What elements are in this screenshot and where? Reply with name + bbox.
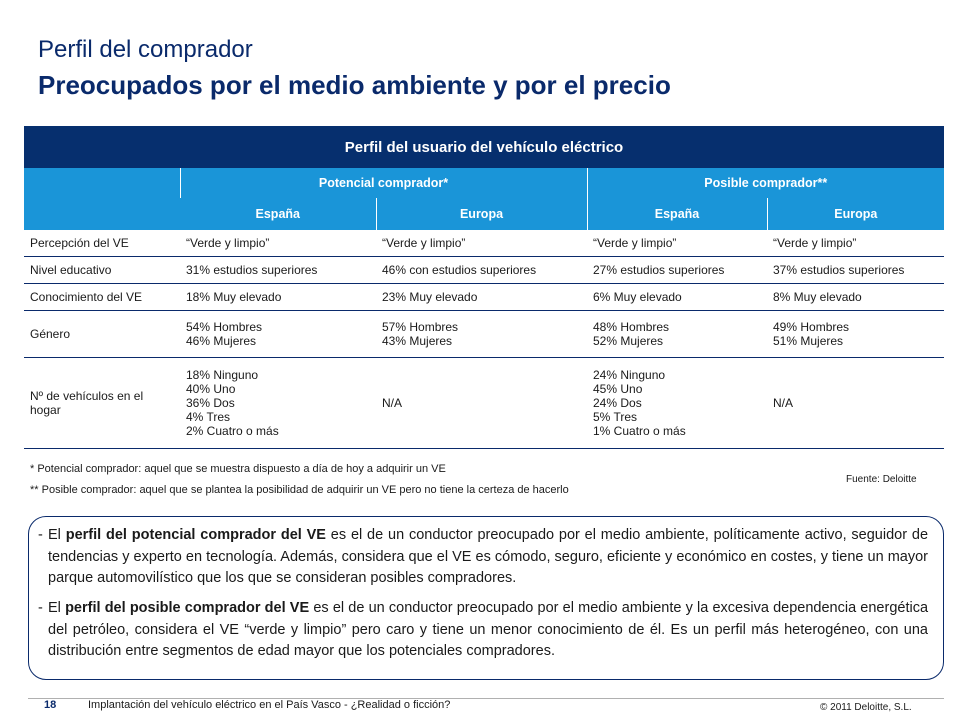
table-cell: N/A xyxy=(767,357,945,449)
p2-post: es el de un conductor preocupado por el … xyxy=(48,600,929,659)
profile-table: Perfil del usuario del vehículo eléctric… xyxy=(24,126,945,449)
row-label: Percepción del VE xyxy=(24,230,180,257)
page-subtitle: Preocupados por el medio ambiente y por … xyxy=(38,70,671,100)
row-label: Nivel educativo xyxy=(24,256,180,284)
footnote-potencial: * Potencial comprador: aquel que se mues… xyxy=(30,463,446,475)
table-cell: 54% Hombres 46% Mujeres xyxy=(180,310,376,358)
table-cell: 27% estudios superiores xyxy=(587,256,767,284)
footnote-posible: ** Posible comprador: aquel que se plant… xyxy=(30,484,569,496)
table-cell: 48% Hombres 52% Mujeres xyxy=(587,310,767,358)
page-number: 18 xyxy=(44,699,57,711)
table-cell: 46% con estudios superiores xyxy=(376,256,587,284)
summary-paragraph-posible: - El perfil del posible comprador del VE … xyxy=(38,600,929,659)
table-cell: 8% Muy elevado xyxy=(767,283,945,311)
table-cell: 49% Hombres 51% Mujeres xyxy=(767,310,945,358)
p1-post: es el de un conductor preocupado por el … xyxy=(48,527,929,586)
table-cell: “Verde y limpio” xyxy=(376,230,587,257)
source-note: Fuente: Deloitte xyxy=(846,474,917,485)
table-row: Conocimiento del VE 18% Muy elevado 23% … xyxy=(24,283,945,311)
row-label: Nº de vehículos en el hogar xyxy=(24,357,180,449)
group-header-posible: Posible comprador** xyxy=(586,168,945,198)
table-row: Género 54% Hombres 46% Mujeres 57% Hombr… xyxy=(24,310,945,358)
sub-header-europa-1: Europa xyxy=(375,198,587,230)
p1-pre: El xyxy=(48,527,66,543)
table-cell: 6% Muy elevado xyxy=(587,283,767,311)
table-cell: “Verde y limpio” xyxy=(767,230,945,257)
table-cell: 23% Muy elevado xyxy=(376,283,587,311)
table-cell: “Verde y limpio” xyxy=(180,230,376,257)
sub-header-espana-1: España xyxy=(180,198,376,230)
table-row: Percepción del VE “Verde y limpio” “Verd… xyxy=(24,230,945,257)
row-label: Conocimiento del VE xyxy=(24,283,180,311)
table-cell: 18% Muy elevado xyxy=(180,283,376,311)
table-main-header: Perfil del usuario del vehículo eléctric… xyxy=(24,126,945,168)
table-cell: 24% Ninguno 45% Uno 24% Dos 5% Tres 1% C… xyxy=(587,357,767,449)
footer-divider xyxy=(28,698,944,699)
table-corner-cell xyxy=(24,168,180,230)
summary-box xyxy=(28,516,944,680)
p2-bold: perfil del posible comprador del VE xyxy=(65,600,310,616)
page-title: Perfil del comprador xyxy=(38,36,253,63)
table-cell: 57% Hombres 43% Mujeres xyxy=(376,310,587,358)
table-cell: “Verde y limpio” xyxy=(587,230,767,257)
row-label: Género xyxy=(24,310,180,358)
copyright: © 2011 Deloitte, S.L. xyxy=(820,702,912,713)
table-cell: 31% estudios superiores xyxy=(180,256,376,284)
p1-bold: perfil del potencial comprador del VE xyxy=(65,527,326,543)
table-row: Nivel educativo 31% estudios superiores … xyxy=(24,256,945,284)
group-header-potencial: Potencial comprador* xyxy=(179,168,587,198)
table-cell: 18% Ninguno 40% Uno 36% Dos 4% Tres 2% C… xyxy=(180,357,376,449)
summary-paragraph-potencial: - El perfil del potencial comprador del V… xyxy=(38,527,929,586)
footer-title: Implantación del vehículo eléctrico en e… xyxy=(88,699,451,711)
table-cell: 37% estudios superiores xyxy=(767,256,945,284)
table-row: Nº de vehículos en el hogar 18% Ninguno … xyxy=(24,357,945,449)
sub-header-europa-2: Europa xyxy=(766,198,945,230)
p2-pre: El xyxy=(48,600,66,616)
table-cell: N/A xyxy=(376,357,587,449)
sub-header-espana-2: España xyxy=(586,198,767,230)
